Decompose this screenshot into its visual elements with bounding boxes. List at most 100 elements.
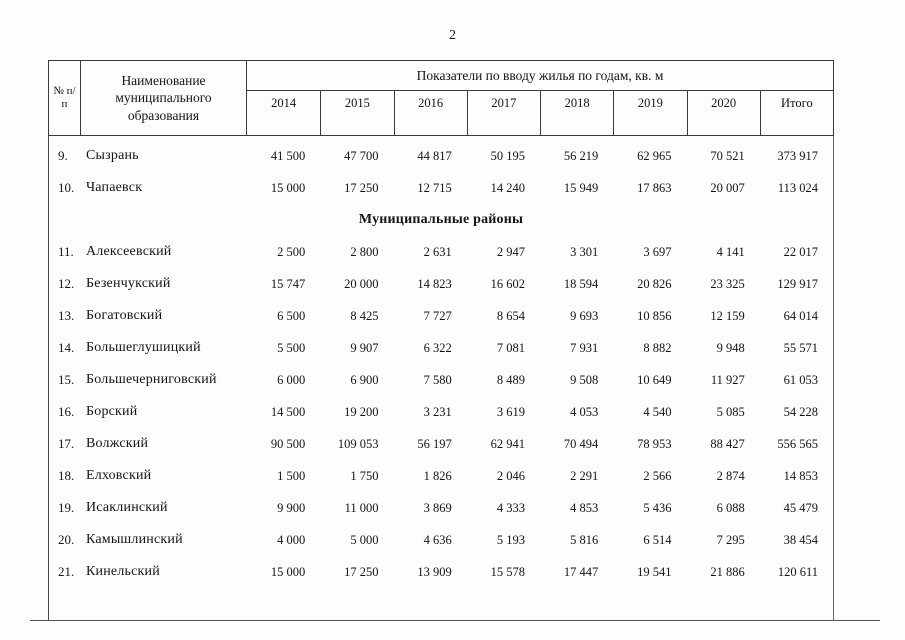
value-cell: 4 636 [423,532,452,547]
value-cell: 61 053 [783,372,818,387]
value-cell: 16 602 [490,276,525,291]
row-number: 19. [58,500,75,515]
header-cell-year-2020: 2020 [686,91,760,135]
value-cell: 4 053 [570,404,599,419]
value-cell: 5 085 [716,404,745,419]
value-cell: 10 649 [637,372,672,387]
row-number: 17. [58,436,75,451]
row-number: 14. [58,340,75,355]
row-number: 12. [58,276,75,291]
value-cell: 7 580 [423,372,452,387]
table-row: 17. Волжский 90 500 109 053 56 197 62 941 70 4… [49,428,833,460]
value-cell: 54 228 [783,404,818,419]
value-cell: 45 479 [783,500,818,515]
value-cell: 8 882 [643,340,672,355]
value-cell: 4 333 [496,500,525,515]
value-cell: 4 141 [716,244,745,259]
value-cell: 4 853 [570,500,599,515]
value-cell: 20 000 [344,276,379,291]
header-cell-year-2014: 2014 [271,96,297,110]
value-cell: 1 750 [350,468,379,483]
table-row: 20. Камышлинский 4 000 5 000 4 636 5 193 5 816… [49,524,833,556]
municipality-name: Алексеевский [86,244,172,259]
value-cell: 5 000 [350,532,379,547]
value-cell: 5 193 [496,532,525,547]
value-cell: 2 500 [277,244,306,259]
value-cell: 6 322 [423,340,452,355]
table-header: № п/п Наименование муниципального образо… [48,60,834,136]
value-cell: 2 947 [496,244,525,259]
header-cell-total: Итого [759,91,833,135]
value-cell: 7 727 [423,308,452,323]
value-cell: 14 240 [490,180,525,195]
value-cell: 22 017 [783,244,818,259]
value-cell: 3 619 [496,404,525,419]
table-row: 10. Чапаевск 15 000 17 250 12 715 14 240 15 94… [49,172,833,204]
value-cell: 88 427 [710,436,745,451]
value-cell: 1 500 [277,468,306,483]
value-cell: 78 953 [637,436,672,451]
value-cell: 3 869 [423,500,452,515]
row-number: 13. [58,308,75,323]
table-row: 15. Большечерниговский 6 000 6 900 7 580 8 48… [49,364,833,396]
table-row: 21. Кинельский 15 000 17 250 13 909 15 578 17 … [49,556,833,588]
table-row: 14. Большеглушицкий 5 500 9 907 6 322 7 081 7 … [49,332,833,364]
header-cell-number: № п/п [49,61,81,135]
municipality-name: Кинельский [86,564,160,579]
value-cell: 373 917 [777,148,818,163]
value-cell: 14 500 [270,404,306,419]
value-cell: 10 856 [637,308,672,323]
row-number: 10. [58,180,75,195]
value-cell: 3 301 [570,244,599,259]
table-row: 9. Сызрань 41 500 47 700 44 817 50 195 56 219 6… [49,140,833,172]
value-cell: 56 197 [417,436,452,451]
value-cell: 120 611 [777,564,818,579]
value-cell: 8 489 [496,372,525,387]
section-row: Муниципальные районы [358,212,524,227]
row-number: 15. [58,372,75,387]
value-cell: 15 000 [270,180,306,195]
value-cell: 5 500 [277,340,306,355]
municipality-name: Чапаевск [86,180,143,195]
table-row: 11. Алексеевский 2 500 2 800 2 631 2 947 3 301… [49,236,833,268]
value-cell: 2 291 [570,468,599,483]
value-cell: 2 631 [423,244,452,259]
value-cell: 13 909 [417,564,452,579]
value-cell: 11 927 [710,372,745,387]
value-cell: 9 508 [570,372,599,387]
value-cell: 11 000 [344,500,379,515]
value-cell: 129 917 [777,276,818,291]
value-cell: 12 159 [710,308,745,323]
value-cell: 44 817 [417,148,452,163]
housing-table: № п/п Наименование муниципального образо… [48,60,834,620]
value-cell: 8 654 [496,308,525,323]
value-cell: 2 874 [716,468,745,483]
value-cell: 15 949 [563,180,599,195]
municipality-name: Безенчукский [86,276,171,291]
municipality-name: Волжский [86,436,149,451]
value-cell: 56 219 [563,148,599,163]
value-cell: 17 863 [637,180,672,195]
header-cell-year-2016: 2016 [393,91,467,135]
value-cell: 41 500 [270,148,306,163]
value-cell: 6 500 [277,308,306,323]
value-cell: 6 514 [643,532,672,547]
table-row: 16. Борский 14 500 19 200 3 231 3 619 4 053 4 5… [49,396,833,428]
value-cell: 12 715 [417,180,452,195]
table-row: 19. Исаклинский 9 900 11 000 3 869 4 333 4 853… [49,492,833,524]
municipality-name: Борский [86,404,138,419]
value-cell: 15 747 [270,276,306,291]
municipality-name: Елховский [86,468,152,483]
value-cell: 7 081 [496,340,525,355]
row-number: 16. [58,404,75,419]
row-number: 21. [58,564,75,579]
municipality-name: Исаклинский [86,500,168,515]
row-number: 18. [58,468,75,483]
header-cell-year-2019: 2019 [613,91,686,135]
page-number: 2 [449,28,456,43]
row-number: 20. [58,532,75,547]
value-cell: 8 425 [350,308,379,323]
value-cell: 38 454 [783,532,818,547]
value-cell: 17 447 [563,564,599,579]
